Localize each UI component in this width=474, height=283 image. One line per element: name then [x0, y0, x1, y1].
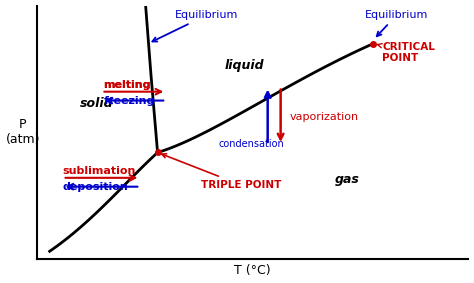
- Text: Equilibrium: Equilibrium: [153, 10, 238, 42]
- Text: CRITICAL
POINT: CRITICAL POINT: [376, 42, 435, 63]
- Text: liquid: liquid: [224, 59, 264, 72]
- Text: Equilibrium: Equilibrium: [365, 10, 428, 36]
- Text: TRIPLE POINT: TRIPLE POINT: [162, 154, 281, 190]
- X-axis label: T (°C): T (°C): [234, 264, 271, 277]
- Text: melting: melting: [104, 80, 151, 90]
- Text: vaporization: vaporization: [289, 112, 358, 122]
- Text: freezing: freezing: [104, 96, 155, 106]
- Text: deposition: deposition: [63, 183, 128, 192]
- Text: gas: gas: [335, 173, 360, 186]
- Y-axis label: P
(atm): P (atm): [6, 118, 40, 146]
- Text: sublimation: sublimation: [63, 166, 136, 176]
- Text: melting: melting: [104, 80, 151, 90]
- Text: condensation: condensation: [218, 140, 284, 149]
- Text: solid: solid: [80, 97, 113, 110]
